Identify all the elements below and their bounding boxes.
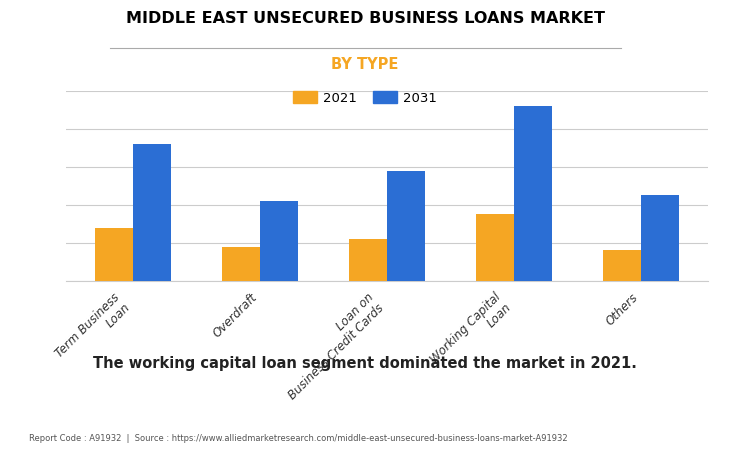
Bar xyxy=(603,251,641,281)
Bar xyxy=(260,201,298,281)
Bar xyxy=(514,106,552,281)
Bar xyxy=(641,195,679,281)
Bar xyxy=(349,239,387,281)
Bar xyxy=(387,170,425,281)
Bar xyxy=(133,144,171,281)
Text: MIDDLE EAST UNSECURED BUSINESS LOANS MARKET: MIDDLE EAST UNSECURED BUSINESS LOANS MAR… xyxy=(126,11,604,26)
Text: Report Code : A91932  |  Source : https://www.alliedmarketresearch.com/middle-ea: Report Code : A91932 | Source : https://… xyxy=(29,434,568,443)
Bar xyxy=(476,214,514,281)
Bar xyxy=(222,246,260,281)
Text: BY TYPE: BY TYPE xyxy=(331,57,399,72)
Bar xyxy=(95,227,133,281)
Text: The working capital loan segment dominated the market in 2021.: The working capital loan segment dominat… xyxy=(93,356,637,371)
Legend: 2021, 2031: 2021, 2031 xyxy=(288,86,442,110)
